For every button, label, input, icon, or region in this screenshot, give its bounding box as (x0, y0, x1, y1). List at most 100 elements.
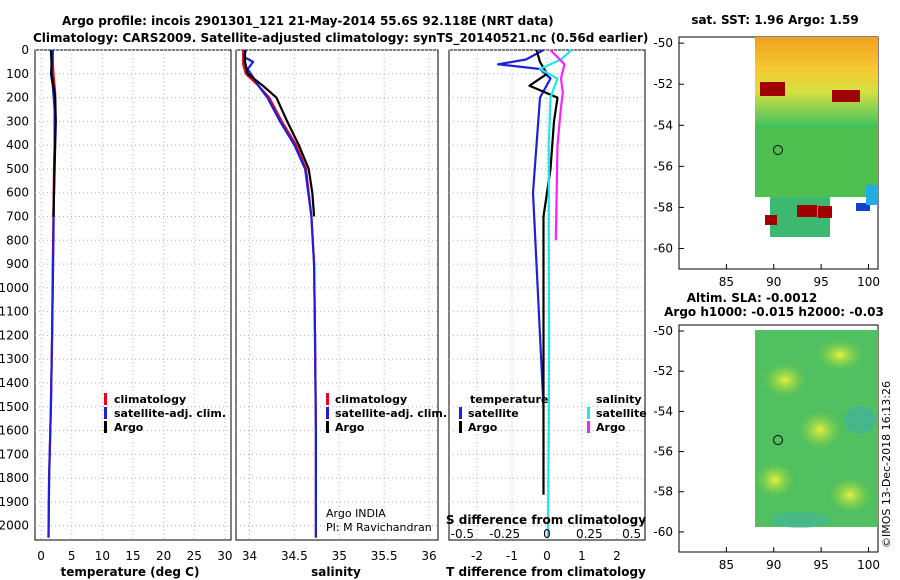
sla-low-blob (844, 406, 876, 434)
sst-map: sat. SST: 1.96 Argo: 1.59 85 90 95 100 -50 -5… (653, 13, 880, 289)
map-x-tick-label: 100 (857, 275, 880, 289)
top-tick-label: -0.25 (489, 527, 520, 541)
sst-cloud-patch (797, 205, 817, 217)
legend-label-sal-argo: Argo (596, 421, 626, 434)
x-tick-label: -2 (471, 549, 483, 563)
salinity-xlabel: salinity (311, 565, 361, 579)
legend-swatch-climatology (326, 393, 329, 405)
sst-field-mid (755, 127, 878, 197)
map-y-tick-label: -52 (653, 77, 673, 91)
map-x-tick-label: 85 (719, 275, 734, 289)
map-y-tick-label: -58 (653, 200, 673, 214)
sla-blob (755, 462, 795, 498)
x-tick-label: 34 (242, 549, 257, 563)
depth-tick-label: 1600 (0, 424, 29, 438)
depth-tick-label: 900 (6, 257, 29, 271)
depth-tick-label: 500 (6, 162, 29, 176)
sst-cloud-patch (818, 206, 832, 218)
legend-label-satellite: satellite-adj. clim. (335, 407, 447, 420)
sst-cloud-patch (832, 90, 860, 102)
top-tick-label: 0.5 (622, 527, 641, 541)
x-tick-label: -1 (506, 549, 518, 563)
x-tick-label: 34.5 (281, 549, 308, 563)
series-line-argo (49, 49, 57, 217)
legend-label-argo: Argo (335, 421, 365, 434)
sst-argo-marker (773, 145, 783, 155)
sst-cold-patch (866, 185, 878, 205)
difference-top-label: S difference from climatology (446, 513, 646, 527)
depth-tick-label: 1700 (0, 447, 29, 461)
depth-axis: 0 100 200 300 400 500 600 700 800 900 1000 1100 1200… (0, 43, 29, 533)
depth-tick-label: 100 (6, 67, 29, 81)
x-tick-label: 35 (332, 549, 347, 563)
temperature-panel (34, 49, 232, 541)
figure-title-line2: Climatology: CARS2009. Satellite-adjuste… (33, 31, 648, 46)
top-tick-label: 0 (543, 527, 551, 541)
x-tick-label: 25 (187, 549, 202, 563)
top-tick-label: -0.5 (451, 527, 474, 541)
x-tick-label: 10 (95, 549, 110, 563)
depth-tick-label: 600 (6, 186, 29, 200)
difference-legend: temperature satellite Argo salinity sate… (459, 393, 647, 434)
series-line-salinity-satellite (538, 49, 573, 538)
x-tick-label: 35.5 (371, 549, 398, 563)
depth-tick-label: 1300 (0, 352, 29, 366)
depth-tick-label: 1900 (0, 495, 29, 509)
map-x-tick-label: 100 (857, 558, 880, 572)
map-y-tick-label: -60 (653, 525, 673, 539)
sst-cloud-patch (765, 215, 777, 225)
pi-text-line1: Argo INDIA (326, 507, 386, 520)
x-tick-label: 0 (37, 549, 45, 563)
x-tick-label: 36 (421, 549, 436, 563)
temperature-xlabel: temperature (deg C) (61, 565, 200, 579)
legend-label-temp-argo: Argo (468, 421, 498, 434)
depth-tick-label: 0 (21, 43, 29, 57)
x-tick-label: 15 (125, 549, 140, 563)
depth-tick-label: 1100 (0, 305, 29, 319)
salinity-panel (235, 49, 439, 541)
sst-map-axes: 85 90 95 100 -50 -52 -54 -56 -58 -60 (653, 36, 880, 289)
map-y-tick-label: -56 (653, 159, 673, 173)
map-x-tick-label: 90 (766, 558, 781, 572)
salinity-legend: climatology satellite-adj. clim. Argo Ar… (326, 393, 447, 534)
legend-label-sal-satellite: satellite (596, 407, 647, 420)
difference-xlabel: T difference from climatology (446, 565, 646, 579)
legend-swatch-argo (104, 421, 107, 433)
map-y-tick-label: -50 (653, 36, 673, 50)
series-line-argo (243, 50, 316, 217)
legend-swatch-sal-satellite (587, 407, 590, 419)
depth-tick-label: 1400 (0, 376, 29, 390)
legend-label-satellite: satellite-adj. clim. (114, 407, 226, 420)
legend-swatch-argo (326, 421, 329, 433)
depth-tick-label: 1800 (0, 471, 29, 485)
legend-label-temp-satellite: satellite (468, 407, 519, 420)
sst-map-title: sat. SST: 1.96 Argo: 1.59 (691, 13, 858, 27)
map-x-tick-label: 95 (814, 275, 829, 289)
depth-tick-label: 700 (6, 210, 29, 224)
map-x-tick-label: 90 (766, 275, 781, 289)
series-line-temperature-satellite (496, 49, 552, 407)
difference-panel (448, 49, 646, 541)
map-y-tick-label: -56 (653, 445, 673, 459)
sla-blob (763, 362, 807, 398)
salinity-axes-frame (235, 49, 439, 541)
sla-map-title-line1: Altim. SLA: -0.0012 (687, 291, 818, 305)
legend-label-climatology: climatology (335, 393, 407, 406)
map-x-tick-label: 95 (814, 558, 829, 572)
legend-label-climatology: climatology (114, 393, 186, 406)
x-tick-label: 2 (613, 549, 621, 563)
legend-title-salinity: salinity (596, 393, 642, 406)
map-y-tick-label: -58 (653, 485, 673, 499)
legend-swatch-satellite (104, 407, 107, 419)
map-y-tick-label: -52 (653, 364, 673, 378)
depth-tick-label: 1200 (0, 328, 29, 342)
legend-swatch-sal-argo (587, 421, 590, 433)
sla-map: Altim. SLA: -0.0012 Argo h1000: -0.015 h… (653, 291, 883, 572)
map-y-tick-label: -54 (653, 118, 673, 132)
map-y-tick-label: -60 (653, 241, 673, 255)
sst-cloud-patch (760, 82, 785, 96)
legend-swatch-climatology (104, 393, 107, 405)
sla-blob (798, 410, 842, 450)
depth-tick-label: 300 (6, 114, 29, 128)
